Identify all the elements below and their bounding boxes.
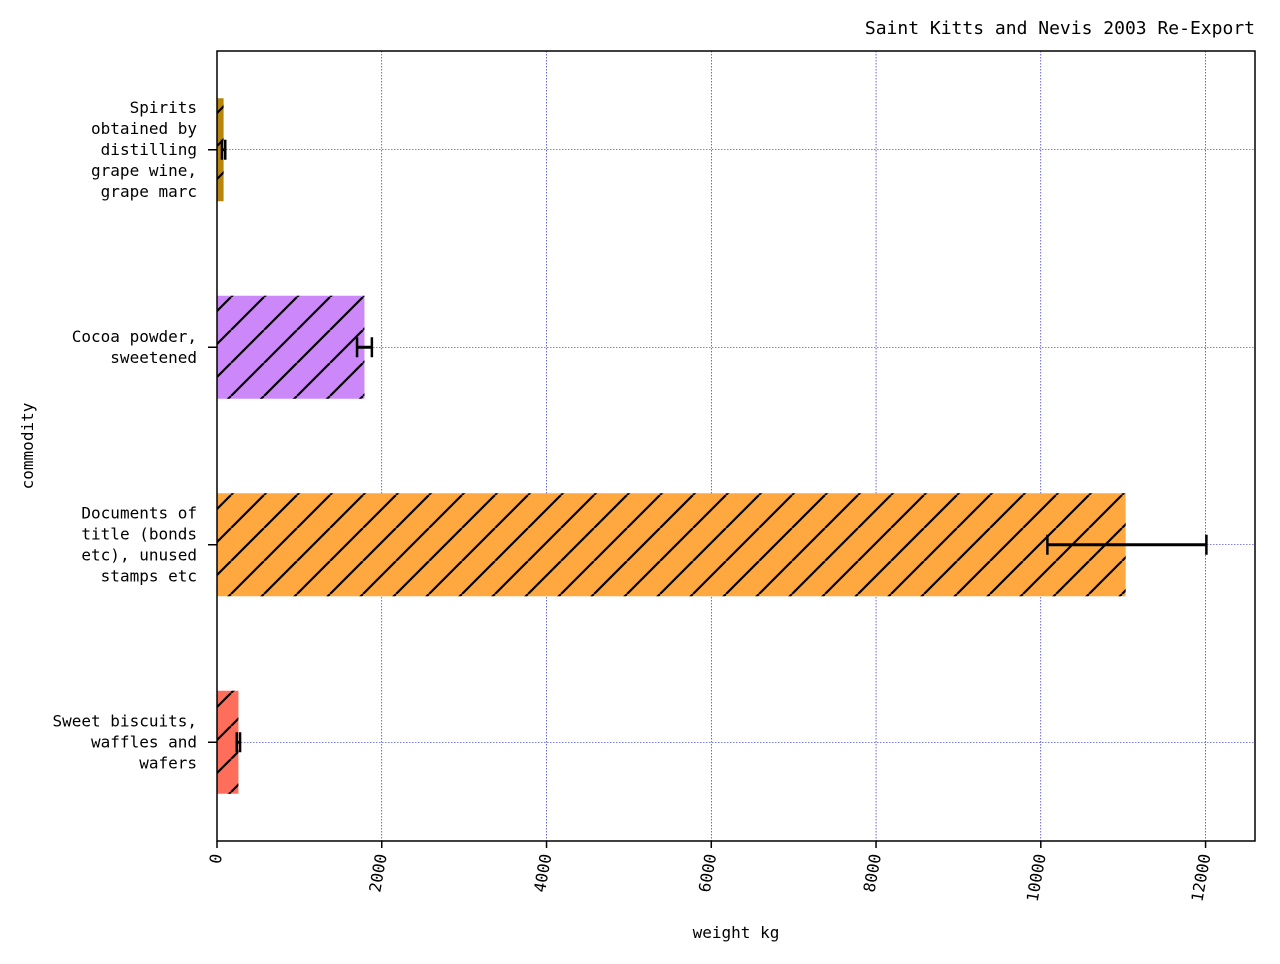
x-tick-label: 8000 xyxy=(860,852,885,893)
x-tick-label: 12000 xyxy=(1187,852,1214,903)
error-bars xyxy=(220,139,1208,753)
bar-hatch xyxy=(217,295,365,399)
x-tick-label: 6000 xyxy=(695,852,720,893)
y-tick-label-line: waffles and xyxy=(91,732,197,751)
y-tick-label-line: obtained by xyxy=(91,119,197,138)
chart-title: Saint Kitts and Nevis 2003 Re-Export xyxy=(865,18,1255,39)
x-tick-label: 0 xyxy=(206,852,226,865)
bar-hatch xyxy=(217,98,224,202)
y-tick-label-line: title (bonds xyxy=(81,524,197,543)
x-tick-label: 10000 xyxy=(1023,852,1050,903)
grid-lines xyxy=(216,51,1255,841)
bar-hatch xyxy=(217,493,1126,597)
y-tick-label-line: sweetened xyxy=(110,348,197,367)
y-tick-label: Documents of title (bonds etc), unused stam… xyxy=(81,503,197,585)
y-tick-label: Sweet biscuits, waffles and wafers xyxy=(53,711,198,772)
y-axis-ticks: Spirits obtained by distilling grape wine, g… xyxy=(53,98,217,772)
y-tick-label-line: grape marc xyxy=(101,182,197,201)
x-axis-title: weight kg xyxy=(693,923,780,942)
y-tick-label: Spirits obtained by distilling grape wine, g… xyxy=(91,98,197,201)
y-tick-label-line: Cocoa powder, xyxy=(72,327,197,346)
y-tick-label-line: grape wine, xyxy=(91,161,197,180)
y-tick-label-line: etc), unused xyxy=(81,545,197,564)
y-tick-label-line: Spirits xyxy=(130,98,197,117)
y-tick-label-line: wafers xyxy=(139,753,197,772)
y-tick-label-line: distilling xyxy=(101,140,197,159)
x-tick-label: 4000 xyxy=(530,852,555,893)
plot-frame xyxy=(216,50,1256,842)
bars xyxy=(217,98,1126,794)
y-tick-label-line: Documents of xyxy=(81,503,197,522)
y-tick-label-line: stamps etc xyxy=(101,566,197,585)
y-tick-label: Cocoa powder, sweetened xyxy=(72,327,197,367)
x-axis-ticks: 0 2000 4000 6000 8000 10000 12000 xyxy=(206,841,1215,903)
y-axis-title: commodity xyxy=(18,402,37,489)
x-tick-label: 2000 xyxy=(365,852,390,893)
y-tick-label-line: Sweet biscuits, xyxy=(53,711,198,730)
bar-hatch xyxy=(217,690,239,794)
